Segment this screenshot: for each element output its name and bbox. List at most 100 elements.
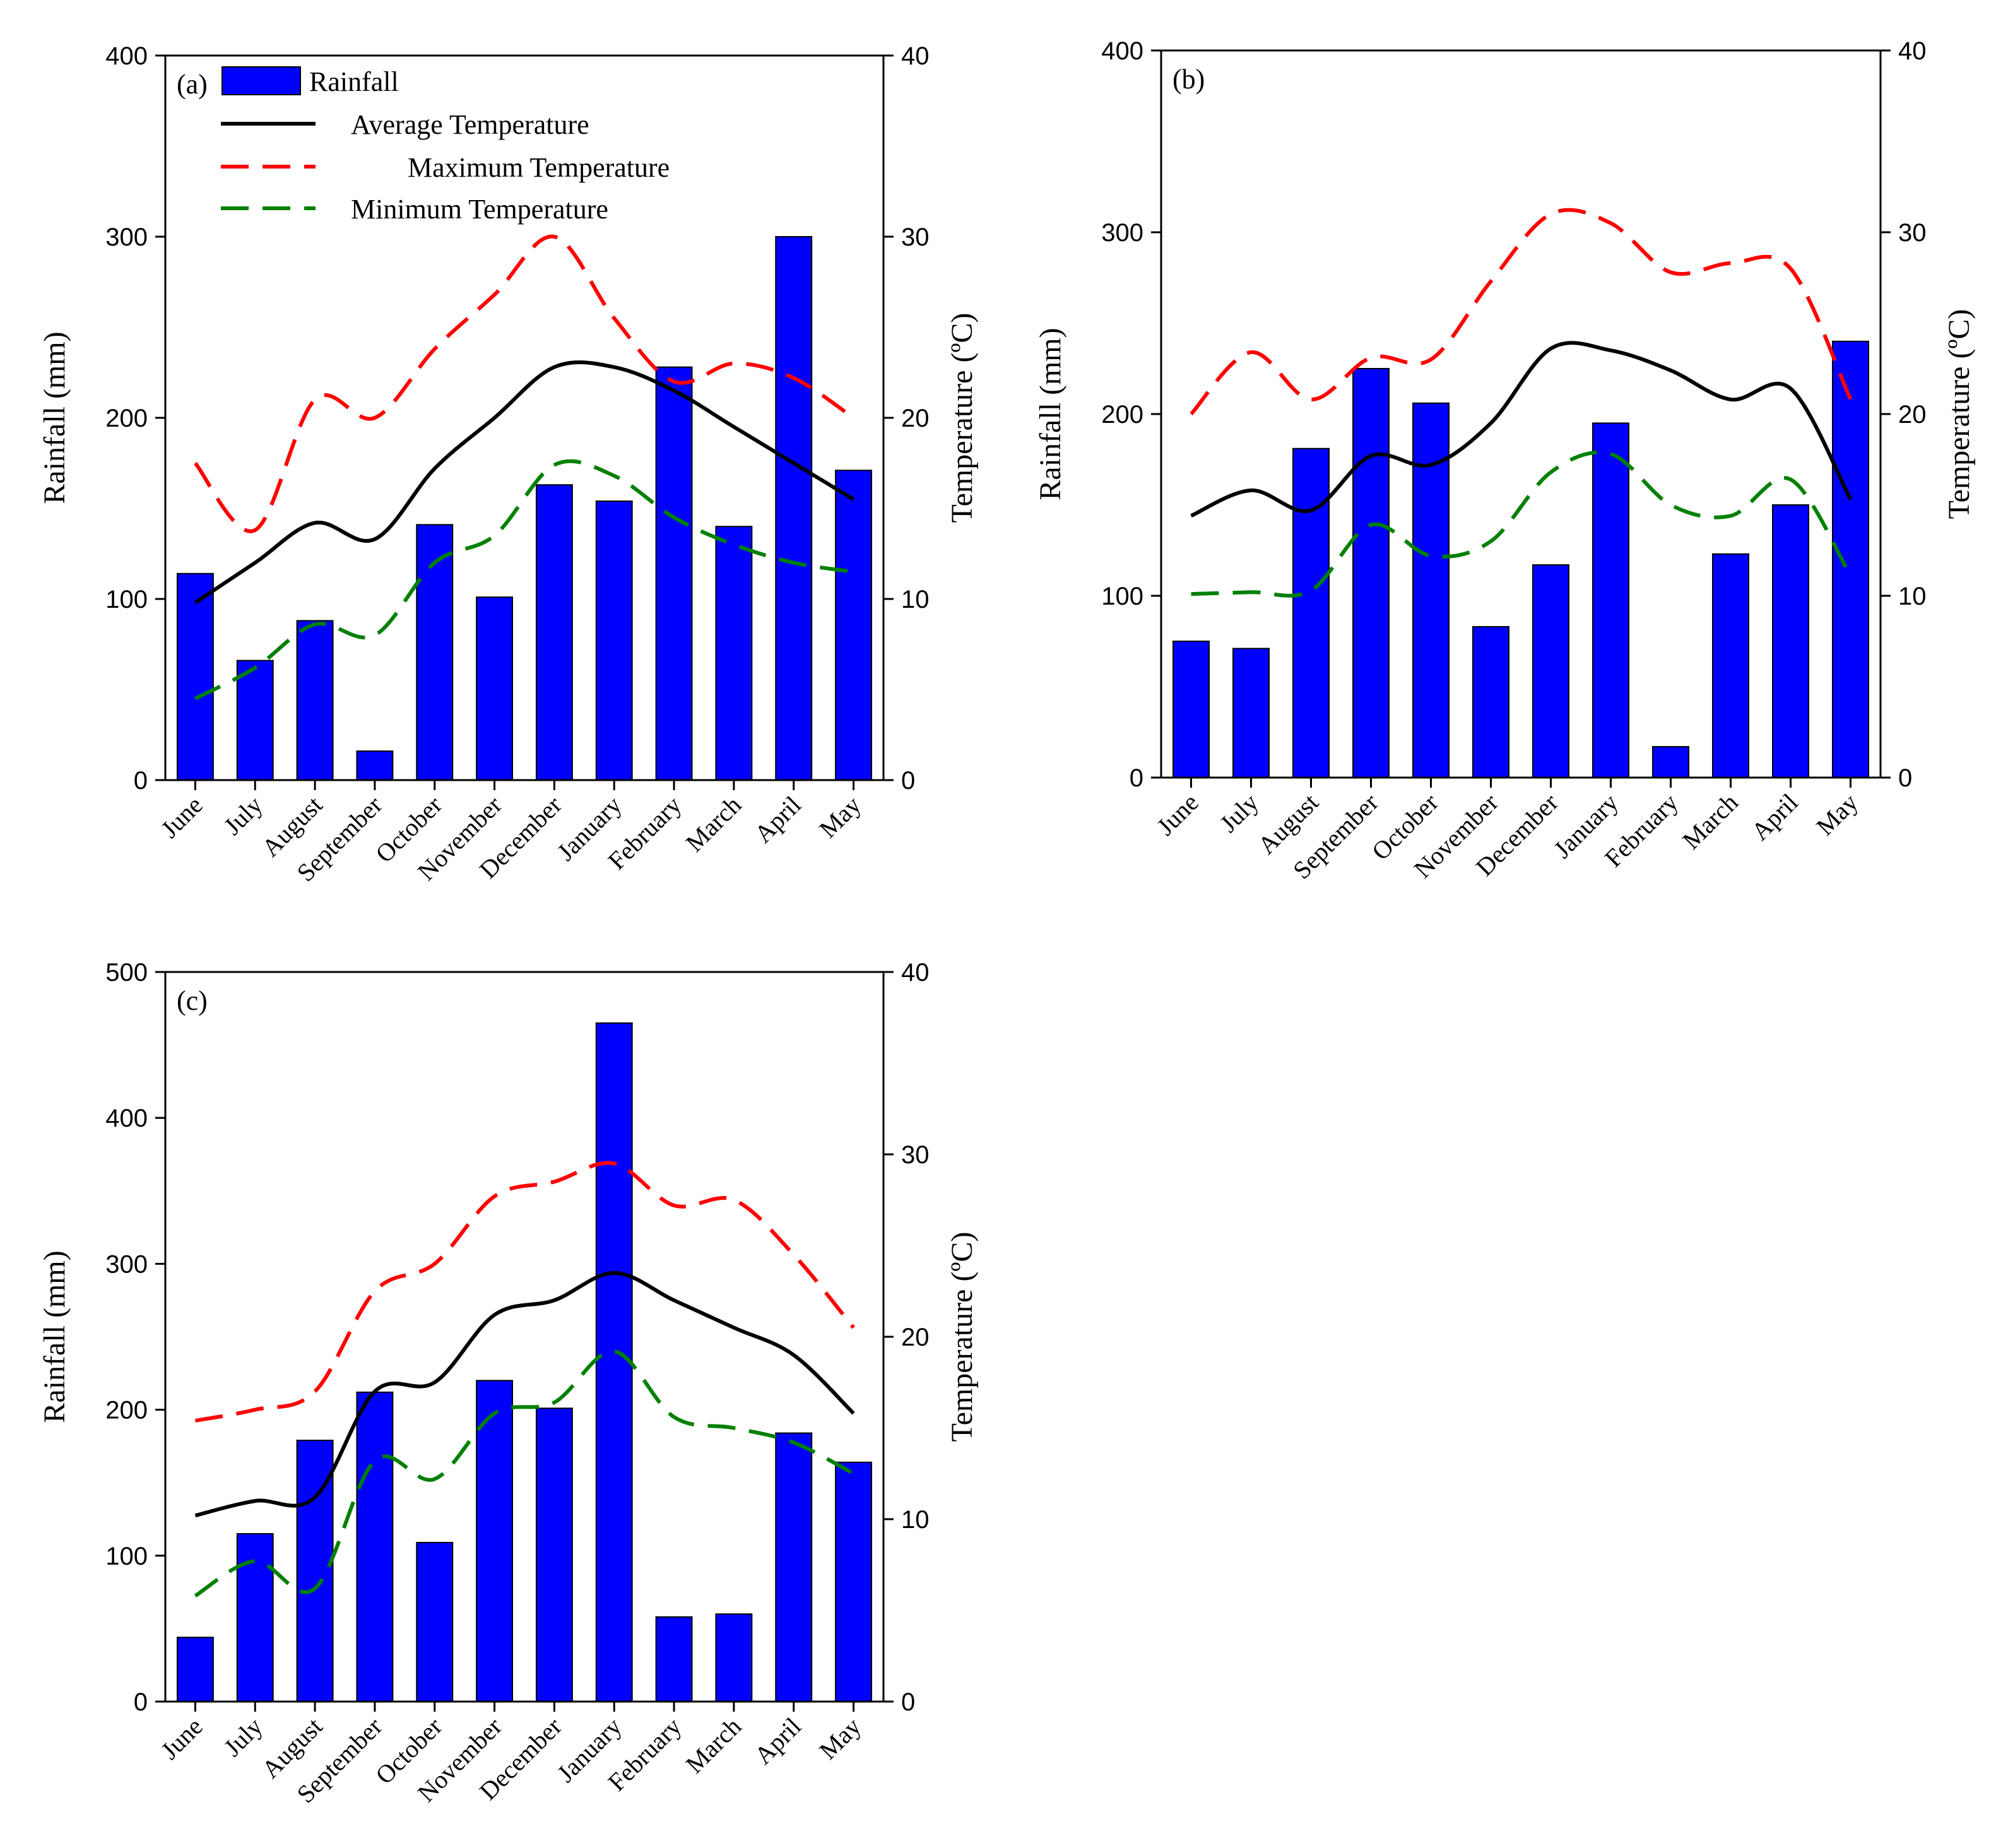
rainfall-bar <box>715 1613 753 1703</box>
rainfall-bar <box>1532 564 1569 778</box>
x-tick-label: March <box>680 1712 747 1779</box>
right-tick-label: 10 <box>901 1506 930 1534</box>
rainfall-bar <box>1772 504 1809 778</box>
x-tick-label: July <box>218 791 268 841</box>
rainfall-bar <box>595 500 633 781</box>
rainfall-bar <box>296 620 334 781</box>
left-tick-label: 400 <box>105 42 148 70</box>
rainfall-bar <box>176 1637 214 1702</box>
right-tick-label: 40 <box>901 42 930 70</box>
x-tick-label: July <box>218 1712 268 1762</box>
average-temperature-line <box>194 1270 855 1518</box>
x-tick-label: April <box>749 1712 807 1770</box>
left-tick-label: 400 <box>105 1105 148 1132</box>
left-tick-label: 300 <box>105 1250 148 1278</box>
right-tick-label: 0 <box>1898 764 1912 792</box>
right-tick-label: 10 <box>1898 583 1927 610</box>
left-tick-label: 0 <box>134 1688 148 1716</box>
left-tick-label: 500 <box>105 959 148 986</box>
left-tick-label: 0 <box>134 767 148 795</box>
right-axis-title: Temperature (ºC) <box>945 313 979 523</box>
left-tick-label: 100 <box>105 1543 148 1570</box>
maximum-temperature-line <box>194 234 855 533</box>
right-tick-label: 30 <box>1898 219 1927 247</box>
left-axis-title: Rainfall (mm) <box>1034 328 1067 500</box>
left-tick-label: 200 <box>105 1397 148 1424</box>
left-tick-label: 100 <box>105 586 148 613</box>
x-tick-label: May <box>1810 788 1863 841</box>
maximum-temperature-line <box>194 1161 855 1423</box>
rainfall-bar <box>1712 553 1749 778</box>
left-axis-title: Rainfall (mm) <box>38 331 71 504</box>
legend: Rainfall Average Temperature Maximum Tempe… <box>221 66 670 225</box>
right-tick-label: 30 <box>901 1141 930 1169</box>
panel-label: (b) <box>1172 64 1205 95</box>
rainfall-bar <box>655 366 693 781</box>
x-tick-label: June <box>155 791 208 844</box>
minimum-temperature-line <box>1191 450 1853 598</box>
average-temperature-line <box>1190 341 1853 518</box>
rainfall-bar <box>1832 340 1869 778</box>
legend-label-maximum: Maximum Temperature <box>408 152 670 183</box>
x-tick-label: April <box>1745 788 1804 846</box>
rainfall-bar <box>775 1432 813 1703</box>
right-tick-label: 20 <box>1898 401 1927 429</box>
right-tick-label: 20 <box>901 1324 930 1351</box>
right-tick-label: 10 <box>901 586 930 613</box>
legend-label-minimum: Minimum Temperature <box>351 194 608 225</box>
rainfall-bar <box>1172 641 1210 778</box>
left-tick-label: 400 <box>1101 37 1143 65</box>
panel-label: (a) <box>177 69 208 100</box>
rainfall-bar <box>416 524 454 781</box>
x-tick-label: March <box>680 791 747 858</box>
rainfall-bar <box>655 1616 693 1703</box>
rainfall-bar <box>1472 625 1509 779</box>
legend-swatch-rainfall <box>221 66 301 95</box>
rainfall-bar <box>356 750 394 781</box>
right-tick-label: 40 <box>901 959 930 986</box>
rainfall-bar <box>835 470 873 781</box>
x-tick-label: July <box>1214 788 1264 838</box>
x-tick-label: March <box>1677 788 1744 855</box>
left-tick-label: 200 <box>1101 401 1143 429</box>
x-tick-label: May <box>813 1712 866 1765</box>
right-axis-title: Temperature (ºC) <box>945 1232 979 1442</box>
rainfall-bar <box>535 1407 573 1703</box>
rainfall-bar <box>1292 447 1330 778</box>
rainfall-bar <box>1652 746 1689 779</box>
rainfall-bar <box>715 526 753 781</box>
rainfall-bar <box>775 236 813 781</box>
left-tick-label: 0 <box>1130 764 1143 792</box>
right-tick-label: 40 <box>1898 37 1927 65</box>
right-tick-label: 0 <box>901 767 915 795</box>
left-tick-label: 300 <box>1101 219 1143 247</box>
right-tick-label: 30 <box>901 223 930 251</box>
average-temperature-line <box>194 360 855 605</box>
left-tick-label: 100 <box>1101 583 1143 610</box>
rainfall-bar <box>1592 422 1629 778</box>
maximum-temperature-line <box>1190 208 1853 416</box>
minimum-temperature-line <box>194 1349 854 1597</box>
rainfall-bar <box>176 572 214 781</box>
panel-label: (c) <box>177 985 208 1016</box>
right-axis-title: Temperature (ºC) <box>1942 309 1976 519</box>
right-tick-label: 0 <box>901 1688 915 1716</box>
x-tick-label: June <box>155 1712 208 1765</box>
right-tick-label: 20 <box>901 405 930 432</box>
x-tick-label: May <box>813 791 866 844</box>
left-tick-label: 300 <box>105 223 148 251</box>
rainfall-bar <box>356 1391 394 1702</box>
rainfall-bar <box>535 484 573 781</box>
rainfall-bar <box>236 1533 274 1703</box>
rainfall-bar <box>1232 648 1270 779</box>
rainfall-bar <box>476 596 514 781</box>
rainfall-bar <box>835 1461 873 1703</box>
minimum-temperature-line <box>194 459 854 701</box>
rainfall-bar <box>1352 368 1390 778</box>
left-axis-title: Rainfall (mm) <box>38 1250 71 1423</box>
